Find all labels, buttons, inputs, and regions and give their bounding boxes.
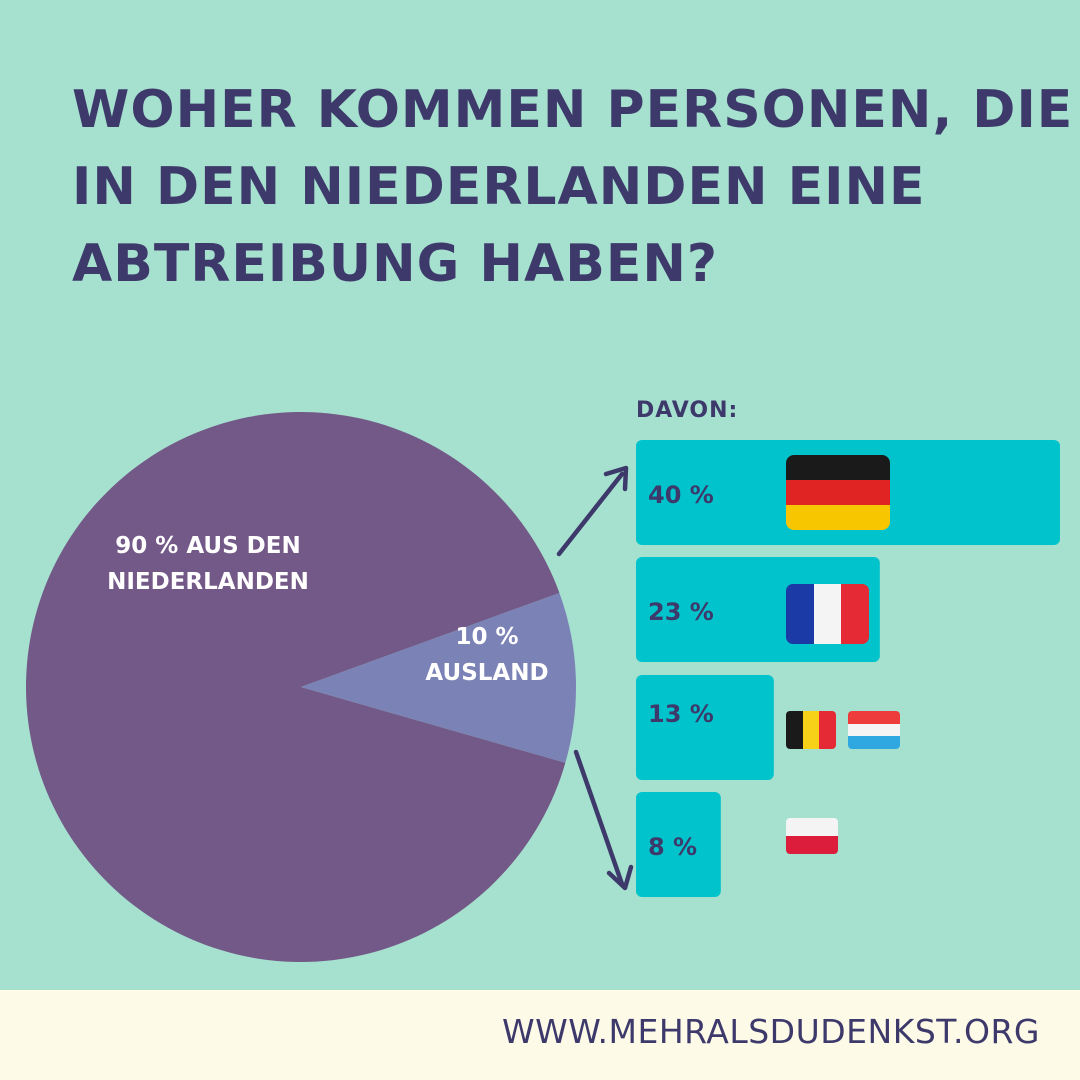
bar-label-2: 13 % <box>648 700 714 728</box>
bar-label-1: 23 % <box>648 598 714 626</box>
page-title: WOHER KOMMEN PERSONEN, DIE IN DEN NIEDER… <box>72 72 1074 303</box>
pie-label-ausland: 10 % AUSLAND <box>425 624 548 686</box>
connector-arrows <box>556 465 634 891</box>
bar-label-3: 8 % <box>648 833 697 861</box>
arrow-up-head <box>603 465 629 492</box>
france-flag <box>786 584 869 644</box>
title-line-3: ABTREIBUNG HABEN? <box>72 234 719 294</box>
luxembourg-flag <box>848 711 900 749</box>
pie-chart <box>26 411 577 962</box>
footer-bar: WWW.MEHRALSDUDENKST.ORG <box>0 990 1080 1080</box>
arrow-up <box>556 471 625 557</box>
footer-url: WWW.MEHRALSDUDENKST.ORG <box>501 1012 1040 1051</box>
davon-heading: DAVON: <box>636 398 738 423</box>
flags <box>786 455 900 854</box>
pie-slice-ausland <box>301 592 577 763</box>
pie-label-niederlande: 90 % AUS DEN NIEDERLANDEN <box>107 533 309 595</box>
belgium-flag <box>786 711 836 749</box>
poland-flag <box>786 818 838 854</box>
bar-2 <box>636 675 774 780</box>
germany-flag <box>786 455 890 530</box>
bar-3 <box>636 792 721 897</box>
arrow-down <box>573 749 625 887</box>
arrow-down-head <box>606 864 634 891</box>
bar-label-0: 40 % <box>648 481 714 509</box>
title-line-2: IN DEN NIEDERLANDEN EINE <box>72 157 926 217</box>
pie-slice-niederlande <box>26 411 566 962</box>
pie-labels: 90 % AUS DEN NIEDERLANDEN 10 % AUSLAND <box>107 533 548 686</box>
title-line-1: WOHER KOMMEN PERSONEN, DIE <box>72 80 1074 140</box>
